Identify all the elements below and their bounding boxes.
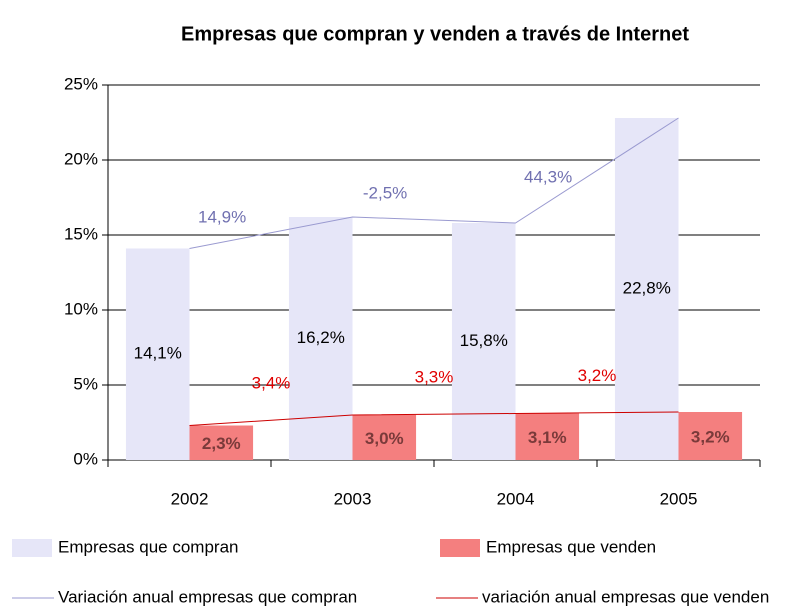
data-label: 3,1% — [528, 428, 567, 447]
annotation: 14,9% — [198, 208, 246, 227]
x-tick-label: 2002 — [171, 489, 209, 508]
data-label: 16,2% — [297, 328, 345, 347]
y-tick-label: 20% — [64, 149, 98, 168]
bar — [614, 118, 679, 460]
legend-label: Empresas que venden — [486, 537, 656, 556]
annotation: 3,2% — [578, 366, 617, 385]
legend-label: Empresas que compran — [58, 537, 238, 556]
bar — [125, 248, 190, 460]
data-label: 2,3% — [202, 434, 241, 453]
legend-label: Variación anual empresas que compran — [58, 587, 357, 606]
legend-label: variación anual empresas que venden — [482, 587, 769, 606]
y-tick-label: 0% — [73, 449, 98, 468]
data-label: 22,8% — [623, 278, 671, 297]
bar — [352, 415, 417, 460]
bar — [451, 223, 516, 460]
y-tick-label: 15% — [64, 224, 98, 243]
bar — [515, 413, 580, 460]
y-tick-label: 25% — [64, 74, 98, 93]
y-tick-label: 10% — [64, 299, 98, 318]
annotation: 44,3% — [524, 167, 572, 186]
x-tick-label: 2004 — [497, 489, 535, 508]
data-label: 3,0% — [365, 429, 404, 448]
bar — [678, 412, 743, 460]
legend-swatch — [440, 539, 480, 557]
x-tick-label: 2005 — [660, 489, 698, 508]
annotation: 3,4% — [252, 374, 291, 393]
bar — [189, 425, 254, 460]
annotation: 3,3% — [415, 368, 454, 387]
y-tick-label: 5% — [73, 374, 98, 393]
line — [189, 411, 679, 426]
bar — [288, 217, 353, 460]
data-label: 15,8% — [460, 331, 508, 350]
line — [189, 117, 679, 249]
x-tick-label: 2003 — [334, 489, 372, 508]
data-label: 3,2% — [691, 427, 730, 446]
data-label: 14,1% — [134, 344, 182, 363]
annotation: -2,5% — [363, 184, 407, 203]
chart-title: Empresas que compran y venden a través d… — [181, 23, 689, 45]
legend-swatch — [12, 539, 52, 557]
